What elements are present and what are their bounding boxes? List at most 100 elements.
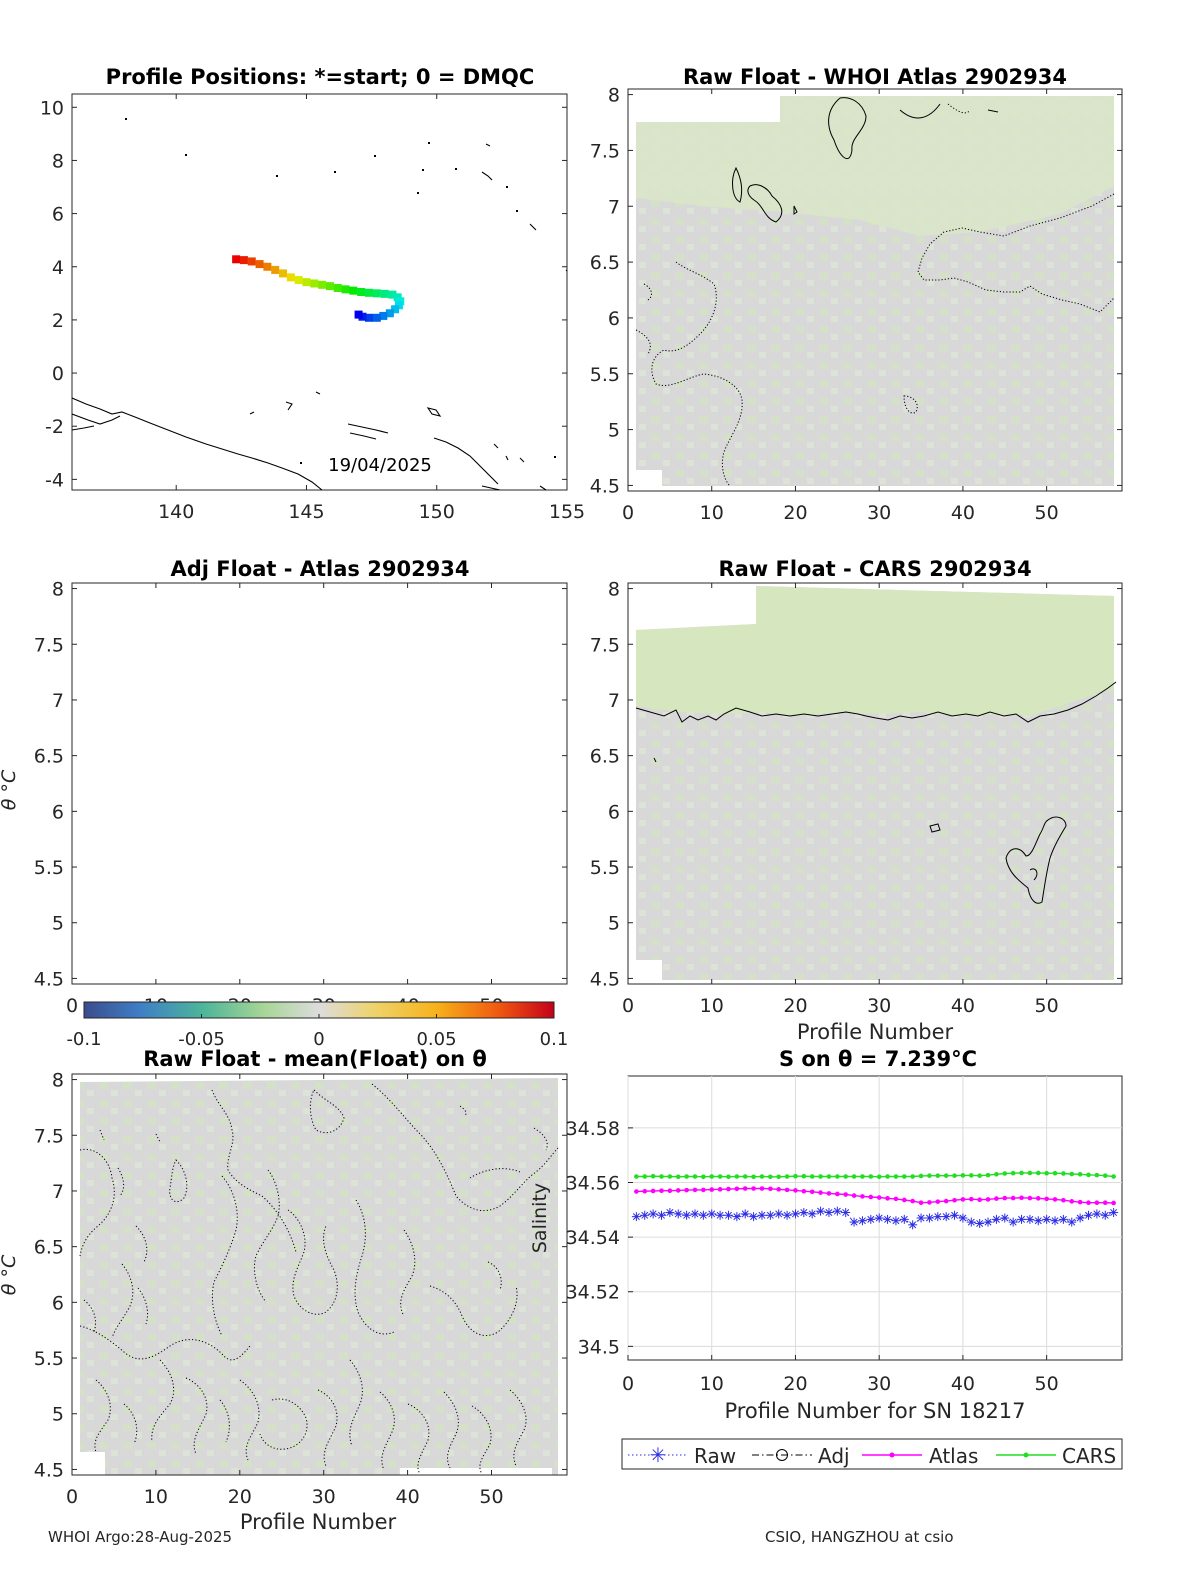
series-point-atlas bbox=[935, 1199, 941, 1204]
whoi-heatmap bbox=[628, 89, 1122, 491]
x-tick-label: 20 bbox=[228, 1486, 252, 1508]
y-tick-label: 7.5 bbox=[590, 140, 620, 162]
y-tick-label: 34.56 bbox=[566, 1173, 620, 1195]
cars-title: Raw Float - CARS 2902934 bbox=[718, 557, 1031, 581]
cars-panel: Raw Float - CARS 2902934 0 10 20 30 40 50 4.5 5… bbox=[590, 557, 1123, 1044]
series-point-raw bbox=[1033, 1216, 1043, 1226]
x-tick-label: 10 bbox=[700, 995, 724, 1017]
mean-ticks: 0 10 20 30 40 50 4.5 5 5.5 6 6.5 7 7.5 8 bbox=[34, 1070, 567, 1508]
x-tick-label: 10 bbox=[144, 1486, 168, 1508]
track-point bbox=[286, 273, 295, 282]
x-tick-label: 30 bbox=[867, 995, 891, 1017]
whoi-title: Raw Float - WHOI Atlas 2902934 bbox=[683, 65, 1067, 89]
series-point-raw bbox=[841, 1208, 851, 1218]
x-tick-label: 140 bbox=[158, 501, 194, 523]
y-tick-label: 34.54 bbox=[566, 1227, 620, 1249]
series-point-raw bbox=[648, 1209, 658, 1219]
series-point-atlas bbox=[885, 1196, 890, 1201]
series-point-cars bbox=[701, 1174, 706, 1180]
track-point bbox=[388, 290, 397, 299]
series-point-raw bbox=[807, 1209, 817, 1219]
map-track bbox=[232, 255, 405, 322]
y-tick-label: 6.5 bbox=[590, 252, 620, 274]
series-point-atlas bbox=[1052, 1197, 1058, 1202]
y-tick-label: 0 bbox=[52, 363, 64, 385]
whoi-ticks: 0 10 20 30 40 50 4.5 5 5.5 6 6.5 7 7.5 8 bbox=[590, 85, 1122, 524]
salinity-series bbox=[631, 1170, 1119, 1230]
y-tick-label: 8 bbox=[52, 150, 64, 172]
series-point-cars bbox=[1035, 1170, 1041, 1176]
legend-adj-label: Adj bbox=[818, 1444, 850, 1468]
series-point-cars bbox=[952, 1173, 957, 1178]
series-point-raw bbox=[673, 1209, 683, 1219]
series-point-cars bbox=[918, 1173, 924, 1179]
y-tick-label: 4.5 bbox=[590, 968, 620, 990]
series-line-atlas bbox=[636, 1187, 1114, 1204]
series-point-atlas bbox=[868, 1194, 874, 1200]
series-point-raw bbox=[631, 1212, 641, 1222]
track-point bbox=[385, 309, 394, 318]
x-tick-label: 0 bbox=[622, 502, 634, 524]
y-tick-label: 4 bbox=[52, 257, 64, 279]
track-point bbox=[302, 278, 311, 287]
series-point-cars bbox=[784, 1174, 790, 1179]
legend-cars-marker bbox=[1023, 1452, 1029, 1458]
y-tick-label: 5.5 bbox=[590, 857, 620, 879]
map-title: Profile Positions: *=start; 0 = DMQC bbox=[106, 65, 535, 89]
series-point-raw bbox=[1042, 1214, 1052, 1224]
series-point-cars bbox=[809, 1174, 815, 1179]
series-point-atlas bbox=[876, 1195, 882, 1200]
series-point-cars bbox=[994, 1172, 999, 1177]
x-tick-label: 40 bbox=[951, 1373, 975, 1395]
salinity-xlabel: Profile Number for SN 18217 bbox=[724, 1399, 1025, 1423]
series-point-atlas bbox=[1111, 1200, 1116, 1206]
cars-ticks: 0 10 20 30 40 50 4.5 5 5.5 6 6.5 7 7.5 8 bbox=[590, 579, 1122, 1017]
series-point-cars bbox=[835, 1174, 840, 1179]
series-point-atlas bbox=[1094, 1200, 1100, 1206]
y-tick-label: 6 bbox=[52, 801, 64, 823]
series-point-cars bbox=[902, 1174, 907, 1179]
series-point-atlas bbox=[650, 1188, 656, 1194]
series-point-raw bbox=[1067, 1217, 1077, 1227]
series-point-cars bbox=[868, 1174, 874, 1179]
series-point-raw bbox=[715, 1210, 725, 1220]
series-point-atlas bbox=[793, 1188, 798, 1193]
y-tick-label: 5.5 bbox=[34, 857, 64, 879]
y-tick-label: 6.5 bbox=[34, 746, 64, 768]
series-point-cars bbox=[742, 1174, 748, 1179]
series-point-cars bbox=[650, 1173, 656, 1179]
series-point-raw bbox=[941, 1212, 951, 1222]
series-point-cars bbox=[659, 1174, 664, 1179]
series-point-raw bbox=[824, 1208, 834, 1218]
footer-right: CSIO, HANGZHOU at csio bbox=[765, 1528, 954, 1546]
series-point-cars bbox=[826, 1174, 832, 1179]
cars-plot-area bbox=[627, 582, 1123, 985]
track-point bbox=[379, 311, 388, 320]
series-point-raw bbox=[975, 1218, 985, 1228]
x-tick-label: 50 bbox=[1035, 1373, 1059, 1395]
series-point-cars bbox=[1027, 1170, 1033, 1176]
colorbar-tick-label: 0.1 bbox=[540, 1029, 569, 1050]
salinity-title: S on θ = 7.239°C bbox=[779, 1047, 977, 1071]
series-point-atlas bbox=[642, 1188, 648, 1194]
series-point-cars bbox=[1002, 1171, 1008, 1176]
series-point-raw bbox=[665, 1208, 675, 1218]
series-point-atlas bbox=[1010, 1195, 1016, 1201]
colorbar: -0.1 -0.05 0 0.05 0.1 bbox=[66, 1001, 569, 1050]
series-point-atlas bbox=[801, 1188, 807, 1194]
series-point-cars bbox=[768, 1174, 773, 1180]
y-tick-label: 5 bbox=[608, 913, 620, 935]
series-point-atlas bbox=[826, 1191, 832, 1196]
series-point-raw bbox=[799, 1208, 809, 1218]
series-point-raw bbox=[723, 1210, 733, 1220]
series-point-atlas bbox=[994, 1196, 999, 1201]
series-point-atlas bbox=[809, 1189, 815, 1195]
series-point-cars bbox=[717, 1174, 723, 1179]
legend-adj-marker bbox=[776, 1449, 788, 1461]
series-point-atlas bbox=[684, 1187, 689, 1193]
series-point-raw bbox=[891, 1216, 901, 1226]
series-point-raw bbox=[640, 1210, 650, 1220]
series-line-raw bbox=[636, 1210, 1114, 1226]
series-point-raw bbox=[883, 1214, 893, 1224]
colorbar-tick-label: 0.05 bbox=[416, 1029, 456, 1050]
